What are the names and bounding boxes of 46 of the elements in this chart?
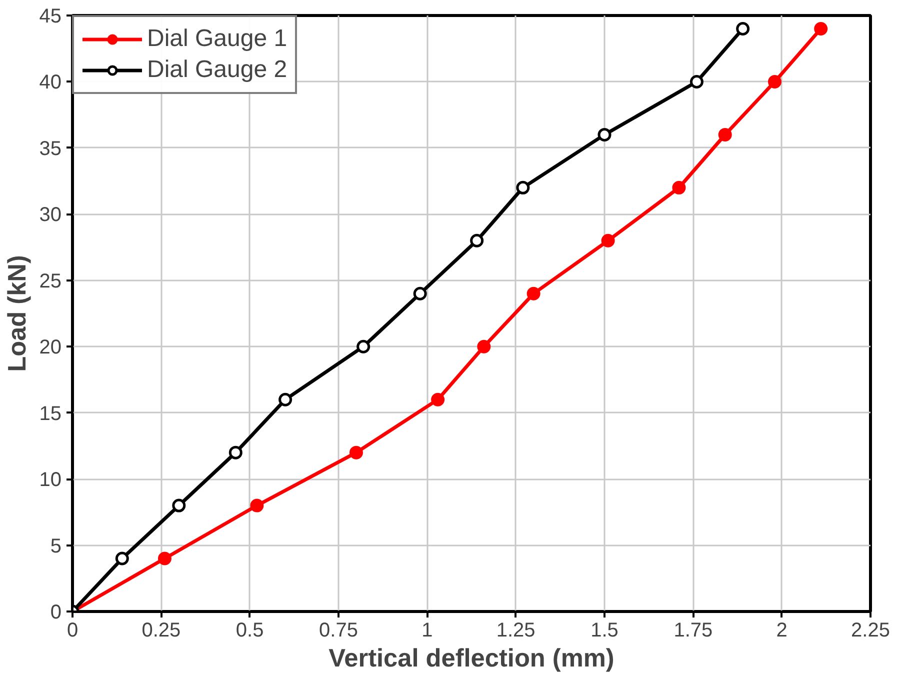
x-axis-title: Vertical deflection (mm) — [328, 644, 614, 672]
point — [172, 498, 186, 512]
y-tick-label: 25 — [39, 270, 62, 292]
x-tick-label: 0.5 — [236, 620, 264, 642]
x-tick-label: 0 — [66, 620, 78, 642]
point — [228, 446, 242, 460]
point — [158, 552, 172, 566]
y-tick-label: 45 — [39, 6, 62, 28]
y-tick-label: 30 — [39, 204, 62, 226]
point — [349, 446, 363, 460]
y-tick-label: 5 — [50, 535, 62, 558]
point — [516, 180, 530, 194]
point — [250, 498, 264, 512]
y-axis-title: Load (kN) — [3, 255, 32, 372]
point — [278, 392, 292, 406]
point — [356, 340, 370, 354]
point — [672, 180, 686, 194]
x-tick-label: 1 — [422, 620, 433, 642]
y-tick-label: 15 — [39, 402, 62, 425]
point — [470, 234, 484, 248]
y-tick-label: 10 — [39, 469, 62, 492]
point — [690, 74, 704, 88]
y-tick-label: 40 — [39, 72, 62, 94]
x-tick-label: 0.25 — [142, 620, 181, 642]
point — [814, 22, 828, 36]
point — [598, 128, 612, 142]
x-tick-label: 2.25 — [851, 620, 890, 642]
x-tick-label: 1.75 — [674, 620, 713, 642]
point — [768, 74, 782, 88]
y-tick-label: 20 — [39, 336, 62, 359]
point — [431, 392, 445, 406]
point — [115, 552, 129, 566]
x-tick-label: 1.5 — [590, 620, 618, 642]
y-tick-label: 0 — [50, 602, 62, 624]
point — [601, 234, 615, 248]
legend-label: Dial Gauge 1 — [147, 25, 288, 53]
legend-label: Dial Gauge 2 — [147, 56, 288, 84]
point — [413, 286, 427, 300]
point — [477, 340, 491, 354]
x-tick-label: 0.75 — [319, 620, 358, 642]
point — [718, 128, 732, 142]
x-tick-label: 2 — [776, 620, 788, 642]
point — [526, 286, 540, 300]
y-tick-label: 35 — [39, 138, 62, 160]
point — [736, 22, 750, 36]
x-tick-label: 1.25 — [496, 620, 536, 642]
